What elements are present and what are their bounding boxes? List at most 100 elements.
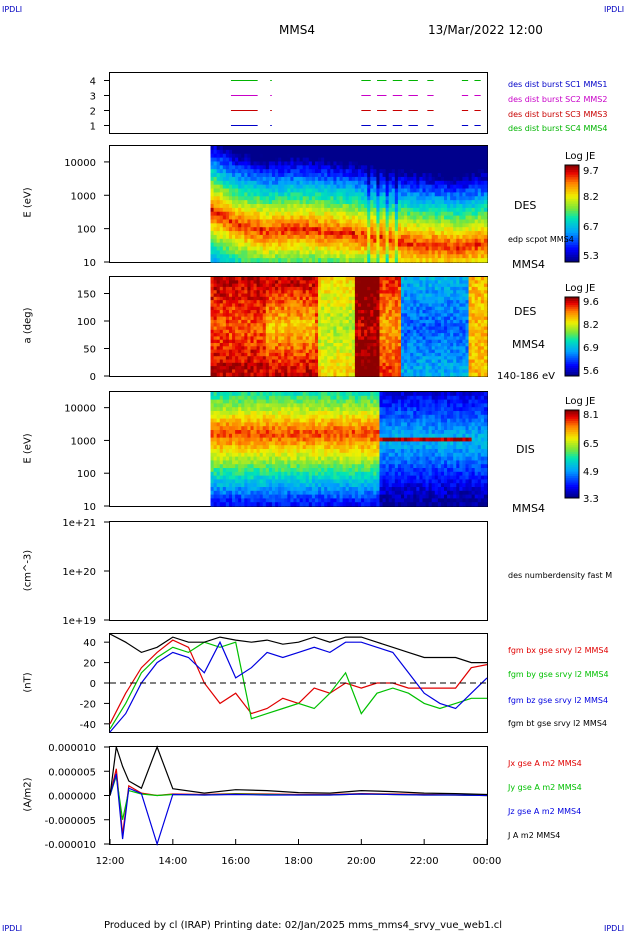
des-pitch-cell (210, 372, 215, 377)
des-pitch-cell (314, 362, 319, 367)
des-energy-cell (219, 215, 224, 221)
des-pitch-cell (253, 283, 258, 288)
des-energy-cell (434, 176, 439, 182)
des-energy-cell (213, 219, 218, 224)
des-energy-cell (468, 207, 473, 213)
des-pitch-cell (318, 359, 322, 364)
des-pitch-cell (413, 333, 417, 337)
des-energy-cell (213, 238, 218, 244)
des-pitch-cell (410, 323, 414, 328)
des-energy-cell (477, 200, 482, 205)
des-pitch-cell (404, 356, 408, 361)
des-pitch-cell (391, 286, 396, 291)
des-pitch-cell (348, 290, 353, 295)
des-energy-cell (373, 258, 378, 263)
des-pitch-cell (336, 362, 341, 367)
des-energy-cell (474, 176, 479, 182)
des-pitch-cell (296, 369, 301, 374)
des-pitch-cell (367, 362, 371, 367)
des-pitch-cell (373, 313, 378, 318)
des-pitch-cell (262, 343, 267, 347)
des-pitch-cell (354, 280, 359, 285)
des-energy-cell (250, 246, 255, 251)
des-pitch-cell (293, 323, 298, 328)
des-pitch-cell (247, 293, 252, 298)
des-energy-cell (241, 231, 245, 236)
des-energy-cell (477, 161, 482, 166)
des-pitch-cell (407, 306, 411, 311)
des-energy-cell (370, 153, 374, 159)
des-pitch-cell (318, 366, 322, 370)
des-energy-cell (265, 149, 270, 155)
des-pitch-cell (247, 296, 252, 301)
des-energy-cell (247, 215, 252, 221)
des-pitch-cell (394, 343, 399, 347)
des-pitch-cell (287, 339, 291, 344)
des-energy-cell (440, 242, 445, 248)
des-pitch-cell (407, 296, 411, 301)
des-pitch-cell (296, 296, 301, 301)
des-pitch-cell (333, 286, 338, 291)
des-energy-cell (385, 254, 390, 259)
des-energy-cell (244, 242, 248, 248)
des-pitch-cell (216, 359, 221, 364)
des-energy-cell (216, 219, 221, 224)
des-pitch-cell (354, 339, 359, 344)
des-energy-cell (425, 246, 430, 251)
des-energy-cell (235, 250, 239, 255)
des-pitch-cell (413, 343, 417, 347)
des-energy-cell (376, 165, 381, 170)
des-pitch-cell (225, 316, 230, 321)
des-energy-cell (354, 161, 359, 166)
des-pitch-cell (394, 349, 399, 354)
des-pitch-cell (225, 339, 230, 344)
des-pitch-cell (410, 366, 414, 370)
des-pitch-cell (284, 346, 288, 351)
des-energy-cell (278, 211, 282, 217)
des-energy-cell (330, 149, 335, 155)
des-pitch-cell (425, 343, 430, 347)
des-pitch-cell (271, 300, 276, 304)
des-pitch-cell (428, 283, 433, 288)
des-pitch-cell (247, 323, 252, 328)
des-pitch-cell (428, 352, 433, 357)
des-pitch-cell (210, 352, 215, 357)
des-energy-cell (471, 207, 476, 213)
des-pitch-cell (256, 359, 261, 364)
des-energy-cell (336, 219, 341, 224)
des-energy-cell (241, 254, 245, 259)
des-energy-cell (321, 196, 325, 201)
des-pitch-cell (425, 310, 430, 314)
des-energy-cell (453, 211, 457, 217)
des-energy-cell (422, 254, 427, 259)
des-pitch-cell (293, 366, 298, 370)
des-pitch-cell (213, 303, 218, 308)
des-energy-cell (410, 250, 414, 255)
des-energy-cell (468, 184, 473, 190)
des-pitch-cell (400, 323, 405, 328)
des-pitch-cell (321, 369, 325, 374)
des-energy-cell (262, 238, 267, 244)
des-pitch-cell (228, 356, 233, 361)
des-pitch-cell (397, 296, 402, 301)
des-pitch-cell (324, 319, 328, 324)
des-energy-cell (342, 153, 347, 159)
des-pitch-cell (330, 277, 335, 281)
des-pitch-cell (416, 323, 421, 328)
des-energy-cell (318, 246, 322, 251)
des-energy-cell (468, 149, 473, 155)
des-pitch-cell (410, 352, 414, 357)
des-pitch-cell (293, 336, 298, 341)
des-energy-cell (465, 173, 470, 178)
des-pitch-cell (253, 366, 258, 370)
des-energy-cell (281, 254, 285, 259)
des-pitch-cell (318, 349, 322, 354)
des-pitch-cell (228, 319, 233, 324)
des-energy-cell (281, 188, 285, 193)
des-energy-cell (259, 246, 264, 251)
des-pitch-cell (235, 356, 239, 361)
des-energy-cell (281, 231, 285, 236)
des-pitch-cell (379, 369, 384, 374)
des-energy-cell (287, 157, 291, 163)
des-energy-cell (305, 215, 310, 221)
